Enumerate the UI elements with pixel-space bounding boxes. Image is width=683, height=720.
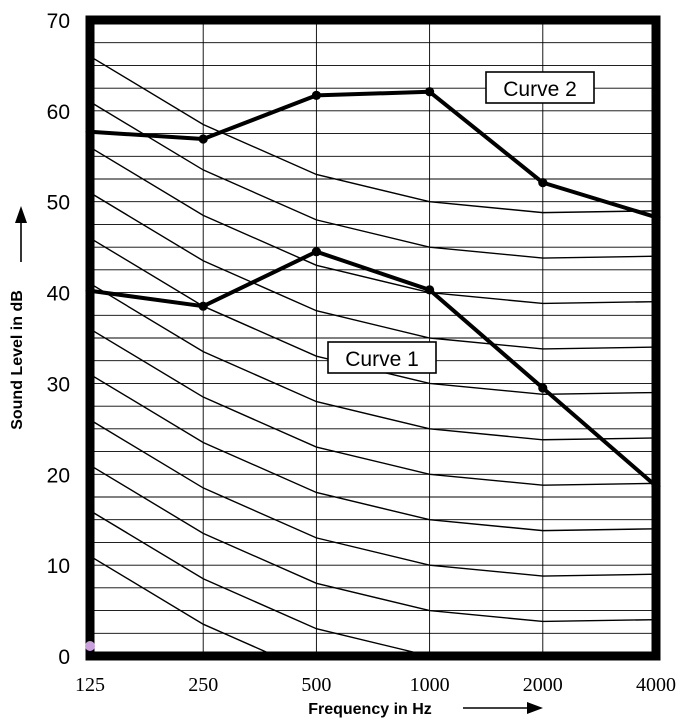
- y-axis-ticks: 0 10 20 30 40 50 60 70: [47, 10, 70, 669]
- plot-frame: [85, 15, 661, 661]
- grid: [89, 19, 657, 657]
- y-axis-arrow: [15, 206, 27, 262]
- curve-2-point: [425, 87, 435, 97]
- x-axis-title: Frequency in Hz: [308, 701, 432, 718]
- plot-frame-rect: [85, 15, 661, 661]
- reference-curve: [90, 510, 430, 656]
- reference-curve: [90, 555, 277, 656]
- reference-curve: [90, 101, 656, 259]
- curve-1-point: [311, 247, 321, 257]
- curve-2-point: [538, 178, 548, 188]
- x-tick-label: 2000: [523, 674, 563, 696]
- x-tick-label: 4000: [636, 674, 676, 696]
- y-tick-label: 60: [47, 101, 70, 124]
- reference-curve: [90, 146, 656, 305]
- curve-2-point: [198, 134, 208, 144]
- reference-curve: [90, 373, 656, 532]
- y-tick-label: 40: [47, 283, 70, 306]
- x-tick-label: 125: [75, 674, 105, 696]
- y-tick-label: 0: [58, 646, 70, 669]
- x-tick-label: 1000: [410, 674, 450, 696]
- curve-1-point: [538, 383, 548, 393]
- y-tick-label: 50: [47, 192, 70, 215]
- curve-2-point: [311, 90, 321, 101]
- x-tick-label: 250: [188, 674, 218, 696]
- series: [85, 87, 661, 491]
- reference-curve: [90, 282, 656, 441]
- y-tick-label: 20: [47, 464, 70, 487]
- origin-marker: [85, 641, 95, 651]
- y-tick-label: 10: [47, 555, 70, 578]
- x-tick-label: 500: [301, 674, 331, 696]
- x-axis-arrow: [463, 702, 543, 714]
- curve-2-label-text: Curve 2: [503, 78, 577, 101]
- reference-curve: [90, 464, 656, 623]
- reference-curve: [90, 55, 656, 214]
- reference-curve: [90, 192, 656, 350]
- y-axis-title: Sound Level in dB: [9, 290, 26, 430]
- curve-2-line: [89, 89, 657, 220]
- reference-curve: [90, 328, 656, 486]
- curve-1-line: [89, 249, 658, 488]
- y-tick-label: 70: [47, 10, 70, 33]
- reference-curve: [90, 419, 656, 577]
- y-tick-label: 30: [47, 373, 70, 396]
- curve-1-point: [425, 285, 435, 295]
- curve-1-label-text: Curve 1: [345, 348, 419, 371]
- curve-1-label: Curve 1: [327, 341, 437, 374]
- curve-2-label: Curve 2: [485, 71, 595, 104]
- x-axis-ticks: 125 250 500 1000 2000 4000: [75, 674, 676, 696]
- curve-1-point: [198, 301, 208, 311]
- reference-curves: [90, 55, 656, 656]
